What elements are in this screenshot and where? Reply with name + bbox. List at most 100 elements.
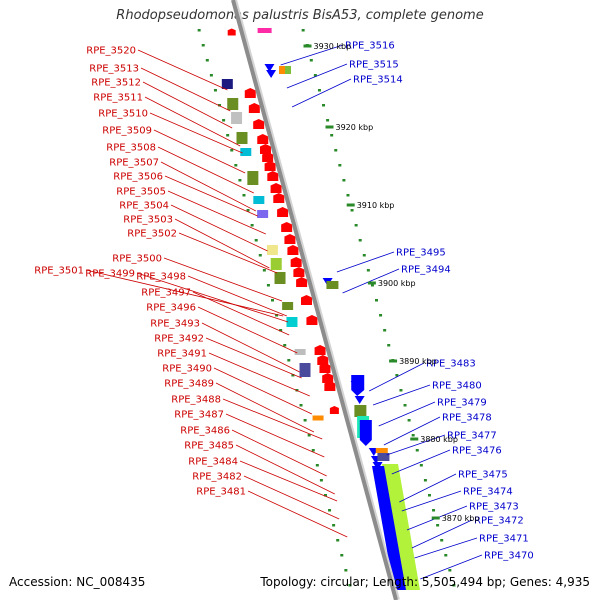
right-gene-label: RPE_3515 xyxy=(349,60,399,71)
left-label-leader xyxy=(149,112,243,154)
forward-gene xyxy=(324,381,336,391)
inner-track-dot xyxy=(213,89,217,92)
reverse-gene xyxy=(359,420,372,446)
left-gene-label: RPE_3492 xyxy=(154,334,204,345)
outer-track-dot xyxy=(395,374,399,377)
outer-track-dot xyxy=(423,479,427,482)
left-label-leader xyxy=(163,257,283,302)
gene-block xyxy=(375,448,388,453)
outer-track-dot xyxy=(358,239,362,242)
inner-track-dot xyxy=(254,239,258,242)
left-label-leader xyxy=(187,275,287,317)
left-gene-label: RPE_3490 xyxy=(162,364,212,375)
left-label-leader xyxy=(201,322,300,373)
outer-track-dot xyxy=(346,194,350,197)
gene-block xyxy=(377,453,390,461)
inner-track-dot xyxy=(246,209,250,212)
gene-block xyxy=(312,415,324,421)
outer-track-dot xyxy=(403,404,407,407)
tick-mark xyxy=(389,359,398,363)
inner-track-dot xyxy=(209,74,213,77)
gene-block xyxy=(240,148,252,156)
left-gene-label: RPE_3506 xyxy=(113,172,163,183)
gene-long-forward xyxy=(382,464,420,590)
left-gene-label: RPE_3481 xyxy=(196,487,246,498)
right-label-leader xyxy=(383,416,441,446)
left-label-leader xyxy=(239,460,338,502)
gene-block xyxy=(257,28,272,33)
forward-gene xyxy=(293,267,305,277)
forward-gene xyxy=(267,171,279,181)
gene-block xyxy=(299,363,311,377)
left-label-leader xyxy=(140,67,231,112)
outer-track-dot xyxy=(313,74,317,77)
inner-track-dot xyxy=(230,149,234,152)
gene-block xyxy=(326,281,339,289)
right-label-leader xyxy=(342,268,400,294)
forward-gene xyxy=(244,88,256,98)
left-gene-label: RPE_3499 xyxy=(85,269,135,280)
gene-block xyxy=(227,98,239,110)
left-gene-label: RPE_3485 xyxy=(184,441,234,452)
forward-gene xyxy=(314,345,326,355)
outer-track-dot xyxy=(387,344,391,347)
right-gene-label: RPE_3483 xyxy=(426,359,476,370)
kbp-tick-label: 3900 kbp xyxy=(378,279,416,288)
reverse-gene xyxy=(266,70,277,78)
forward-gene xyxy=(287,245,299,255)
outer-track-dot xyxy=(444,554,448,557)
outer-track-dot xyxy=(452,584,456,587)
inner-track-dot xyxy=(287,359,291,362)
outer-track-dot xyxy=(342,179,346,182)
inner-track-dot xyxy=(315,464,319,467)
accession-text: Accession: NC_008435 xyxy=(9,575,146,589)
outer-track-dot xyxy=(407,419,411,422)
right-label-leader xyxy=(386,434,446,456)
left-gene-label: RPE_3489 xyxy=(164,379,214,390)
right-label-leader xyxy=(291,78,352,108)
inner-track-dot xyxy=(262,269,266,272)
reverse-gene xyxy=(264,64,275,72)
inner-track-dot xyxy=(328,509,332,512)
outer-track-dot xyxy=(448,569,452,572)
outer-track-dot xyxy=(338,164,342,167)
left-label-leader xyxy=(153,129,246,174)
forward-gene xyxy=(296,277,308,287)
left-gene-label: RPE_3482 xyxy=(192,472,242,483)
left-gene-label: RPE_3504 xyxy=(119,201,169,212)
gene-block xyxy=(279,66,286,74)
genome-backbone xyxy=(231,0,398,600)
outer-track-dot xyxy=(326,119,330,122)
outer-track-dot xyxy=(383,329,387,332)
left-label-leader xyxy=(243,475,340,520)
inner-track-dot xyxy=(222,119,226,122)
left-label-leader xyxy=(157,146,254,194)
left-label-leader xyxy=(137,49,228,91)
inner-track-dot xyxy=(205,59,209,62)
left-gene-label: RPE_3493 xyxy=(150,319,200,330)
forward-gene xyxy=(227,28,236,36)
inner-track-dot xyxy=(319,479,323,482)
right-label-leader xyxy=(378,401,436,427)
tick-mark xyxy=(410,437,419,441)
forward-gene xyxy=(277,207,289,217)
forward-gene xyxy=(248,103,260,113)
left-gene-label: RPE_3484 xyxy=(188,457,238,468)
gene-block xyxy=(236,132,248,144)
inner-track-dot xyxy=(226,134,230,137)
left-gene-label: RPE_3513 xyxy=(89,64,139,75)
left-gene-label: RPE_3488 xyxy=(171,395,221,406)
right-gene-label: RPE_3471 xyxy=(479,534,529,545)
left-gene-label: RPE_3491 xyxy=(157,349,207,360)
forward-gene xyxy=(329,406,339,414)
forward-gene xyxy=(319,363,331,373)
outer-track-dot xyxy=(334,149,338,152)
inner-track-dot xyxy=(336,539,340,542)
forward-gene xyxy=(281,222,293,232)
inner-track-dot xyxy=(332,524,336,527)
inner-track-dot xyxy=(266,284,270,287)
left-gene-label: RPE_3486 xyxy=(180,426,230,437)
right-gene-label: RPE_3495 xyxy=(396,248,446,259)
gene-block xyxy=(247,171,259,185)
